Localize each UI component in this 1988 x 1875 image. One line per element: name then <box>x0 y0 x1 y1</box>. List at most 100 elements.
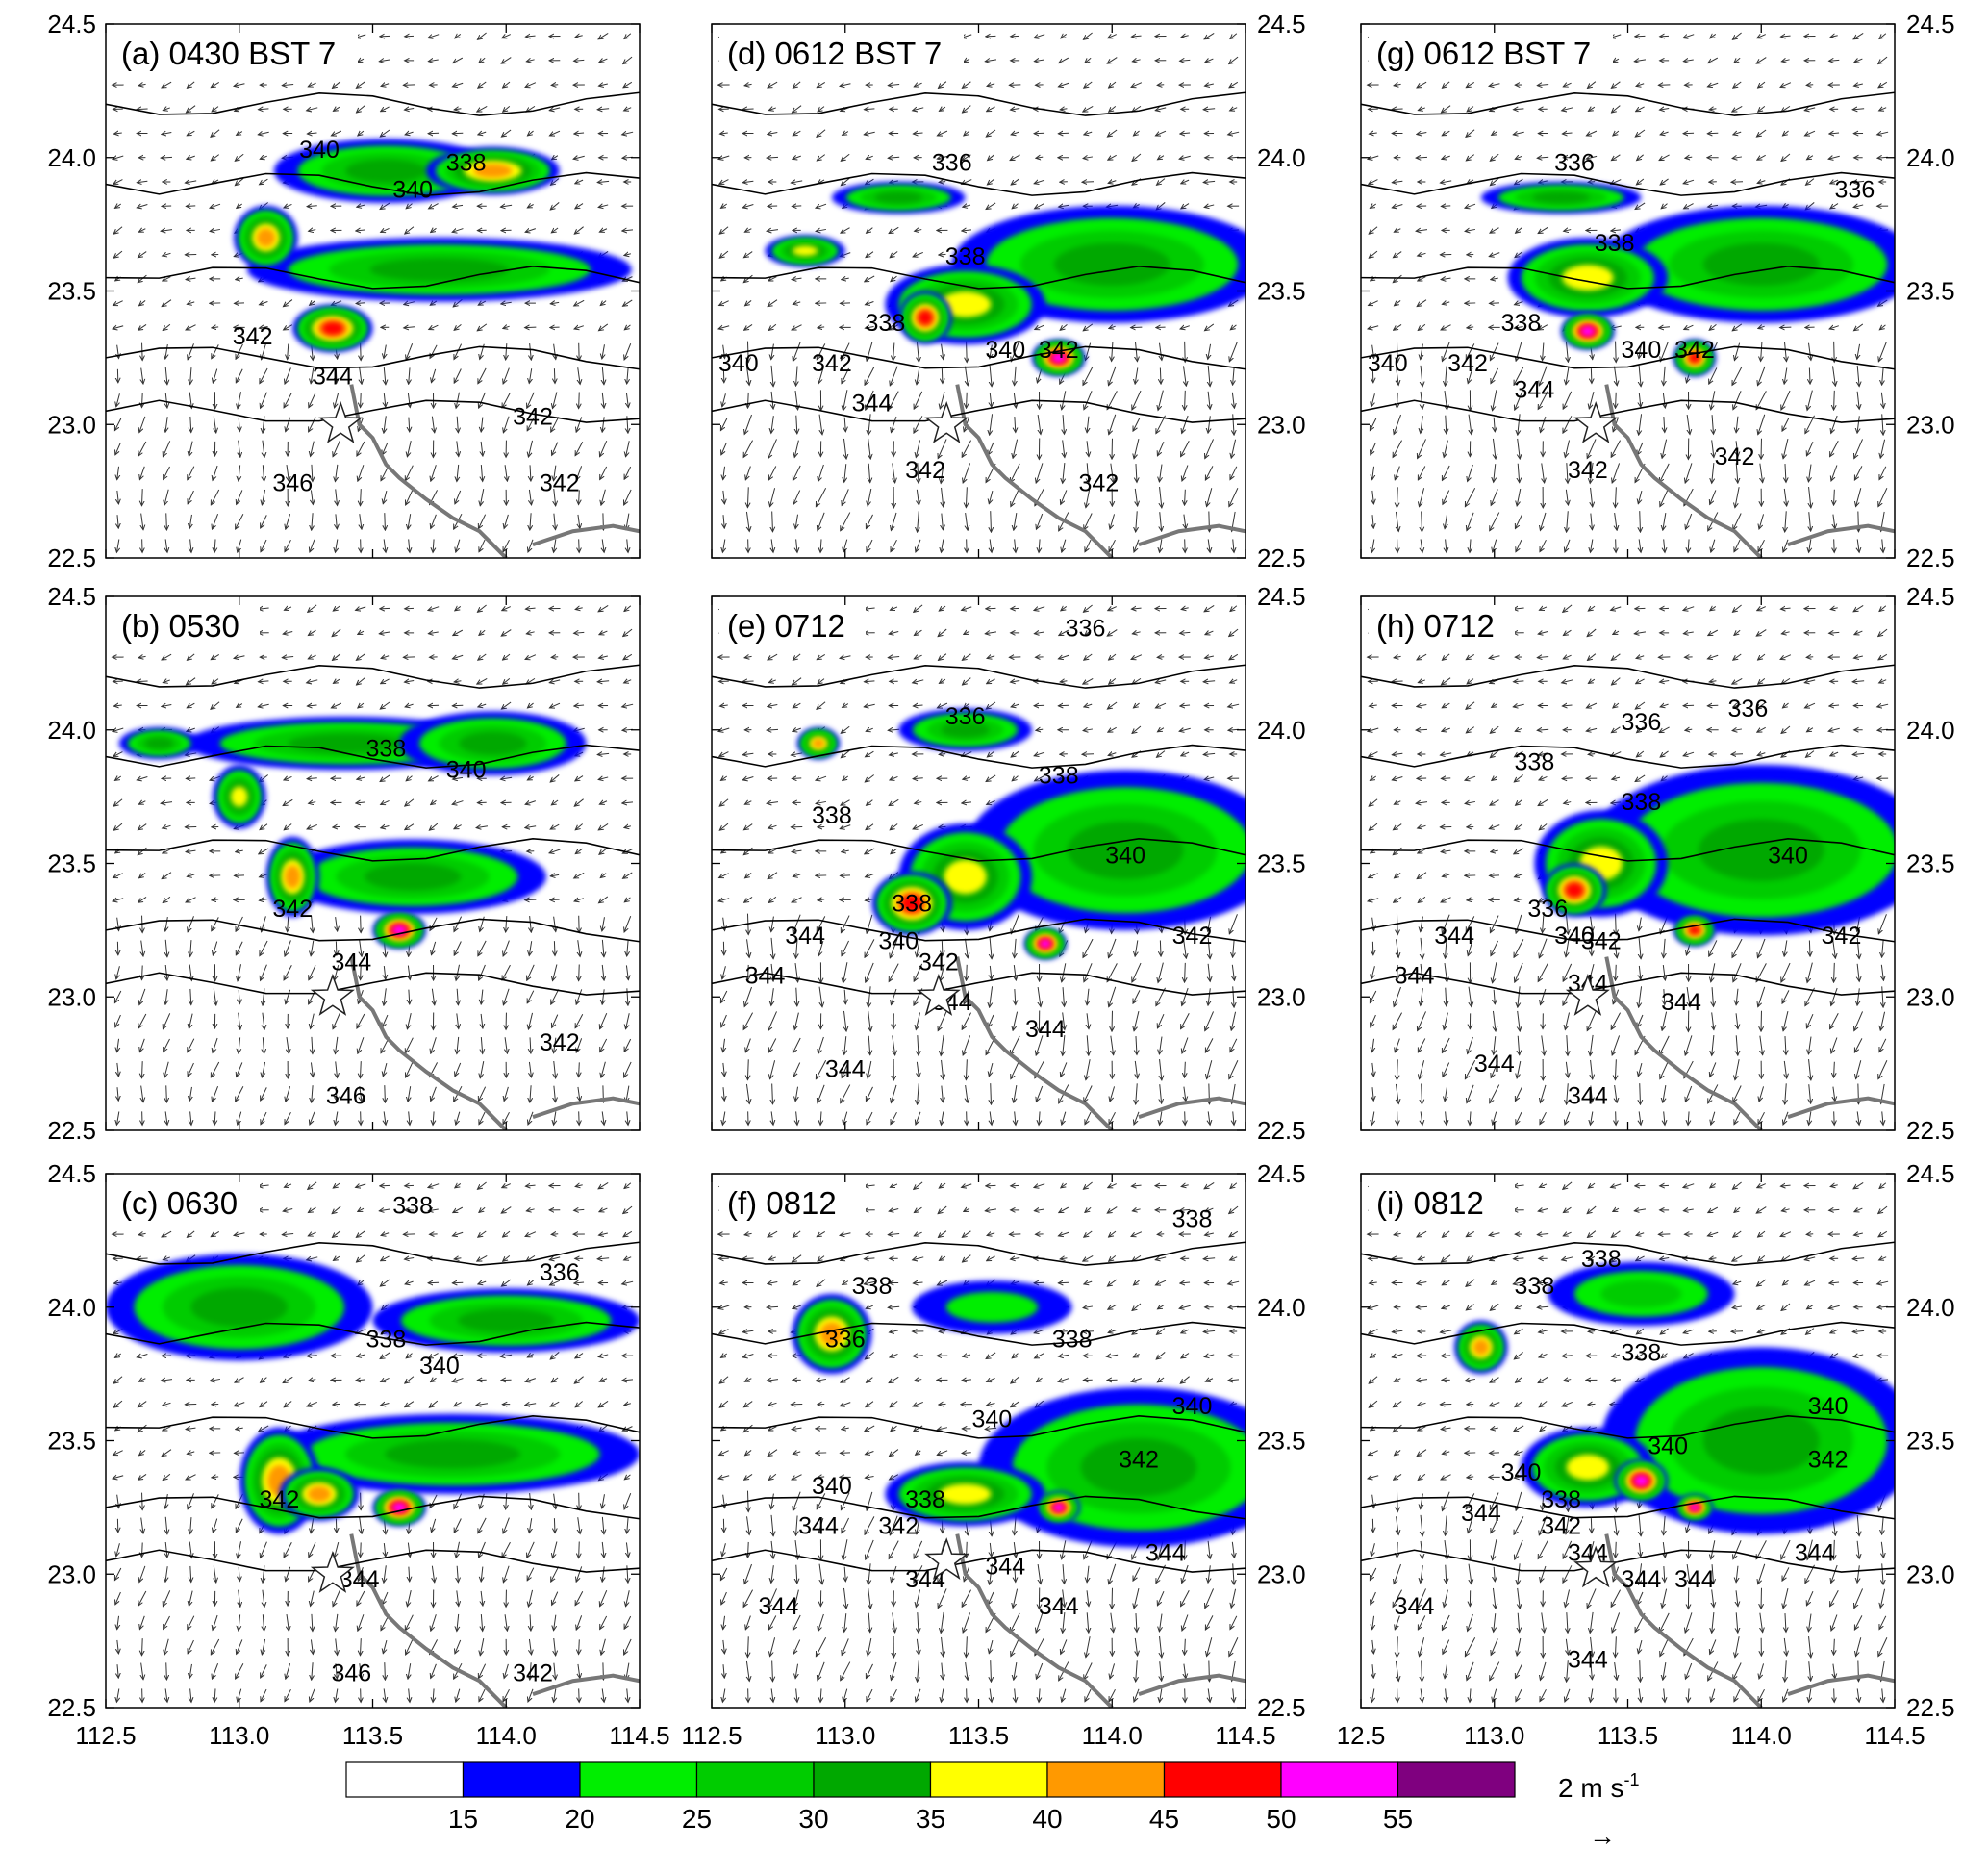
lat-tick-label: 23.5 <box>1257 849 1306 878</box>
contour-label: 336 <box>540 1259 580 1286</box>
lat-tick-label: 24.5 <box>1257 582 1306 611</box>
wind-vector <box>287 465 289 481</box>
wind-vector <box>261 515 267 528</box>
contour-label: 342 <box>1079 470 1120 497</box>
wind-vector <box>188 490 194 504</box>
wind-vector <box>138 324 147 330</box>
wind-vector <box>113 326 124 329</box>
wind-vector <box>236 368 243 383</box>
wind-vector <box>137 205 148 208</box>
wind-vector <box>602 539 604 552</box>
lat-tick-label: 23.5 <box>47 277 96 306</box>
wind-vector <box>554 513 556 530</box>
wind-vector <box>939 1404 946 1405</box>
contour-label: 336 <box>1527 896 1568 923</box>
wind-vector <box>361 1542 362 1557</box>
wind-vector <box>166 1662 167 1680</box>
wind-vector <box>575 203 584 209</box>
reflectivity-cell <box>812 738 825 748</box>
wind-vector <box>1490 1453 1500 1454</box>
contour-label: 340 <box>1501 1459 1542 1486</box>
wind-vector <box>453 57 464 63</box>
lat-tick-label: 24.0 <box>1257 143 1306 172</box>
colorbar-swatch <box>345 1761 465 1798</box>
contour-label: 338 <box>1052 1326 1093 1353</box>
reflectivity-cell <box>792 245 818 257</box>
wind-vector <box>500 205 513 207</box>
lat-tick-label: 23.0 <box>47 982 96 1011</box>
contour-label: 344 <box>985 1553 1025 1580</box>
wind-vector <box>385 1662 386 1680</box>
wind-vector <box>481 464 482 481</box>
wind-vector <box>455 490 462 504</box>
wind-vector <box>236 514 244 529</box>
contour-label: 344 <box>1039 1593 1079 1620</box>
lat-tick-label: 22.5 <box>1906 1693 1955 1722</box>
wind-vector <box>404 302 415 305</box>
lon-tick-label: 113.0 <box>1464 1721 1524 1750</box>
wind-vector <box>308 83 316 87</box>
wind-vector <box>428 35 440 38</box>
contour-label: 338 <box>852 1273 893 1300</box>
contour-label: 344 <box>1515 377 1555 404</box>
wind-vector <box>1416 1306 1428 1307</box>
wind-vector <box>210 203 221 208</box>
wind-vector <box>336 1518 337 1533</box>
wind-vector <box>478 367 487 384</box>
wind-vector <box>116 393 120 407</box>
contour-label: 338 <box>892 890 932 917</box>
contour-label: 342 <box>1039 337 1079 364</box>
wind-vector <box>1591 368 1592 383</box>
wind-vector <box>527 205 534 208</box>
contour-label: 340 <box>1768 843 1808 870</box>
wind-vector <box>211 489 220 505</box>
wind-vector <box>409 539 410 552</box>
wind-vector <box>1416 157 1428 158</box>
wind-vector <box>214 416 215 433</box>
wind-vector <box>235 153 244 161</box>
wind-vector <box>310 301 315 305</box>
wind-vector <box>361 915 362 933</box>
wind-vector <box>1731 1331 1744 1332</box>
wind-vector <box>356 303 365 304</box>
wind-vector <box>433 539 434 552</box>
wind-vector <box>1591 1518 1592 1533</box>
contour-label: 342 <box>812 350 852 377</box>
wind-vector <box>115 442 121 455</box>
wind-vector <box>162 299 172 307</box>
wind-vector <box>165 539 167 552</box>
contour-label: 342 <box>1674 337 1715 364</box>
contour-label: 340 <box>446 757 487 784</box>
panel-b: 338 340 342 344 342 346 (b) 0530 22.5 23.0 23.5 24… <box>47 582 641 1145</box>
contour-label: 344 <box>1568 1082 1608 1109</box>
reflectivity-cell <box>1040 939 1051 949</box>
contour-label: 340 <box>1172 1393 1213 1420</box>
wind-vector <box>579 1541 580 1558</box>
wind-vector <box>113 250 123 258</box>
wind-vector <box>501 57 512 64</box>
wind-vector <box>139 466 145 480</box>
wind-vector <box>141 393 142 407</box>
wind-vector <box>525 36 536 37</box>
contour-label: 338 <box>812 802 852 829</box>
wind-vector <box>282 84 294 85</box>
wind-vector <box>480 489 485 506</box>
lat-tick-label: 24.0 <box>1906 143 1955 172</box>
lat-tick-label: 23.0 <box>1257 982 1306 1011</box>
reflectivity-cell <box>1634 1475 1648 1486</box>
wind-vector <box>574 226 584 234</box>
wind-vector <box>361 1492 362 1510</box>
contour-label: 340 <box>812 1473 852 1500</box>
lat-tick-label: 22.5 <box>47 1116 96 1145</box>
wind-vector <box>165 417 167 432</box>
wind-vector <box>237 132 243 136</box>
wind-vector <box>187 130 195 136</box>
wind-vector <box>1392 1258 1403 1259</box>
wind-vector <box>164 466 170 479</box>
wind-vector <box>164 489 169 505</box>
contour-label: 342 <box>233 323 273 350</box>
wind-vector <box>138 441 147 456</box>
wind-vector <box>552 442 559 456</box>
lon-tick-label: 112.5 <box>681 1721 742 1750</box>
